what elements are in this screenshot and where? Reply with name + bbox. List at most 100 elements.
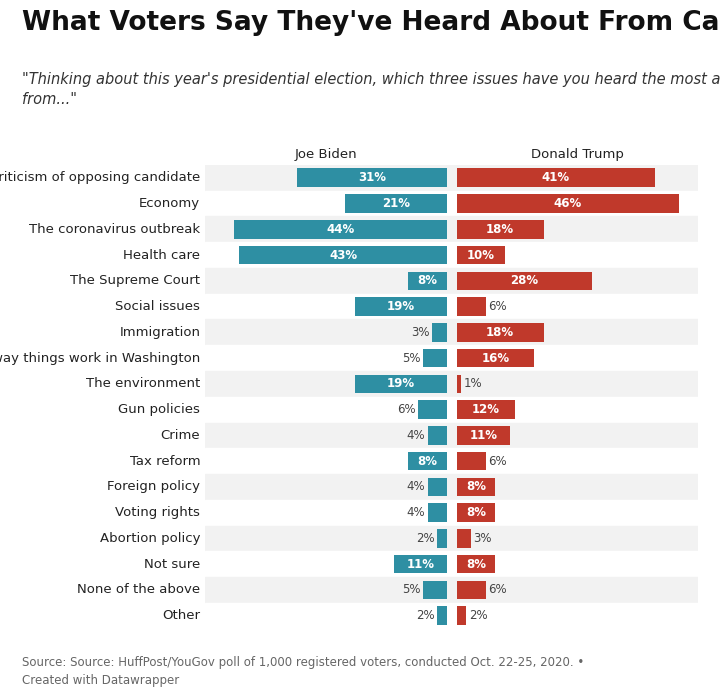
Bar bbox=[456, 555, 495, 574]
Text: 4%: 4% bbox=[407, 429, 426, 442]
Text: What Voters Say They've Heard About From Candidates: What Voters Say They've Heard About From… bbox=[22, 10, 720, 36]
Text: Not sure: Not sure bbox=[144, 558, 200, 571]
Bar bbox=[456, 607, 467, 625]
Text: 8%: 8% bbox=[466, 480, 486, 493]
Bar bbox=[205, 165, 698, 190]
Text: Social issues: Social issues bbox=[115, 300, 200, 313]
Bar bbox=[239, 246, 447, 264]
Text: Crime: Crime bbox=[161, 429, 200, 442]
Bar bbox=[408, 452, 447, 471]
Text: 31%: 31% bbox=[358, 171, 386, 184]
Bar bbox=[355, 297, 447, 316]
Bar bbox=[437, 529, 447, 548]
Text: Source: Source: HuffPost/YouGov poll of 1,000 registered voters, conducted Oct. : Source: Source: HuffPost/YouGov poll of … bbox=[22, 656, 584, 687]
Text: Donald Trump: Donald Trump bbox=[531, 148, 624, 161]
Text: Gun policies: Gun policies bbox=[119, 403, 200, 416]
Text: Immigration: Immigration bbox=[120, 326, 200, 339]
Bar bbox=[205, 191, 698, 216]
Text: 43%: 43% bbox=[329, 249, 357, 262]
Bar bbox=[456, 168, 655, 187]
Bar bbox=[437, 607, 447, 625]
Text: 19%: 19% bbox=[387, 377, 415, 390]
Text: 1%: 1% bbox=[464, 377, 482, 390]
Bar bbox=[456, 581, 486, 599]
Bar bbox=[205, 397, 698, 423]
Text: Economy: Economy bbox=[139, 197, 200, 210]
Text: 18%: 18% bbox=[486, 223, 514, 236]
Text: 6%: 6% bbox=[488, 583, 507, 596]
Text: Joe Biden: Joe Biden bbox=[294, 148, 357, 161]
Text: 8%: 8% bbox=[466, 506, 486, 519]
Text: None of the above: None of the above bbox=[77, 583, 200, 596]
Text: The Supreme Court: The Supreme Court bbox=[71, 274, 200, 287]
Bar bbox=[423, 349, 447, 368]
Text: 44%: 44% bbox=[326, 223, 355, 236]
Text: "Thinking about this year's presidential election, which three issues have you h: "Thinking about this year's presidential… bbox=[22, 72, 720, 107]
Text: 5%: 5% bbox=[402, 352, 420, 365]
Bar bbox=[205, 243, 698, 268]
Text: Foreign policy: Foreign policy bbox=[107, 480, 200, 493]
Bar bbox=[456, 374, 462, 393]
Text: Other: Other bbox=[163, 609, 200, 622]
Bar bbox=[205, 603, 698, 629]
Bar bbox=[456, 426, 510, 444]
Text: The way things work in Washington: The way things work in Washington bbox=[0, 352, 200, 365]
Text: 5%: 5% bbox=[402, 583, 420, 596]
Bar bbox=[456, 220, 544, 238]
Bar bbox=[355, 374, 447, 393]
Text: 6%: 6% bbox=[488, 300, 507, 313]
Text: 11%: 11% bbox=[406, 558, 434, 571]
Text: 16%: 16% bbox=[481, 352, 509, 365]
Bar bbox=[428, 477, 447, 496]
Bar bbox=[205, 345, 698, 371]
Text: 6%: 6% bbox=[397, 403, 415, 416]
Bar bbox=[205, 423, 698, 449]
Bar bbox=[205, 319, 698, 345]
Bar bbox=[456, 349, 534, 368]
Bar bbox=[205, 216, 698, 243]
Bar bbox=[456, 297, 486, 316]
Bar bbox=[428, 504, 447, 522]
Bar bbox=[205, 474, 698, 500]
Bar bbox=[205, 577, 698, 603]
Text: 2%: 2% bbox=[416, 609, 435, 622]
Bar bbox=[205, 500, 698, 526]
Bar bbox=[456, 194, 679, 213]
Bar bbox=[456, 477, 495, 496]
Text: Tax reform: Tax reform bbox=[130, 455, 200, 468]
Bar bbox=[205, 268, 698, 294]
Bar bbox=[456, 323, 544, 341]
Text: Health care: Health care bbox=[123, 249, 200, 262]
Text: 8%: 8% bbox=[466, 558, 486, 571]
Text: Abortion policy: Abortion policy bbox=[100, 532, 200, 545]
Text: Criticism of opposing candidate: Criticism of opposing candidate bbox=[0, 171, 200, 184]
Bar bbox=[346, 194, 447, 213]
Bar bbox=[205, 551, 698, 577]
Text: 8%: 8% bbox=[418, 455, 438, 468]
Bar bbox=[423, 581, 447, 599]
Bar bbox=[418, 401, 447, 419]
Bar bbox=[456, 401, 515, 419]
Bar bbox=[428, 426, 447, 444]
Text: 18%: 18% bbox=[486, 326, 514, 339]
Bar bbox=[205, 449, 698, 474]
Bar bbox=[205, 294, 698, 319]
Bar bbox=[456, 271, 592, 290]
Text: 12%: 12% bbox=[472, 403, 500, 416]
Text: 19%: 19% bbox=[387, 300, 415, 313]
Text: 2%: 2% bbox=[416, 532, 435, 545]
Text: 3%: 3% bbox=[474, 532, 492, 545]
Text: The environment: The environment bbox=[86, 377, 200, 390]
Bar bbox=[394, 555, 447, 574]
Bar bbox=[408, 271, 447, 290]
Text: 21%: 21% bbox=[382, 197, 410, 210]
Bar bbox=[234, 220, 447, 238]
Text: 46%: 46% bbox=[554, 197, 582, 210]
Bar bbox=[456, 529, 471, 548]
Text: 11%: 11% bbox=[469, 429, 498, 442]
Bar bbox=[205, 371, 698, 397]
Bar bbox=[205, 526, 698, 551]
Text: 4%: 4% bbox=[407, 506, 426, 519]
Text: 28%: 28% bbox=[510, 274, 539, 287]
Bar bbox=[433, 323, 447, 341]
